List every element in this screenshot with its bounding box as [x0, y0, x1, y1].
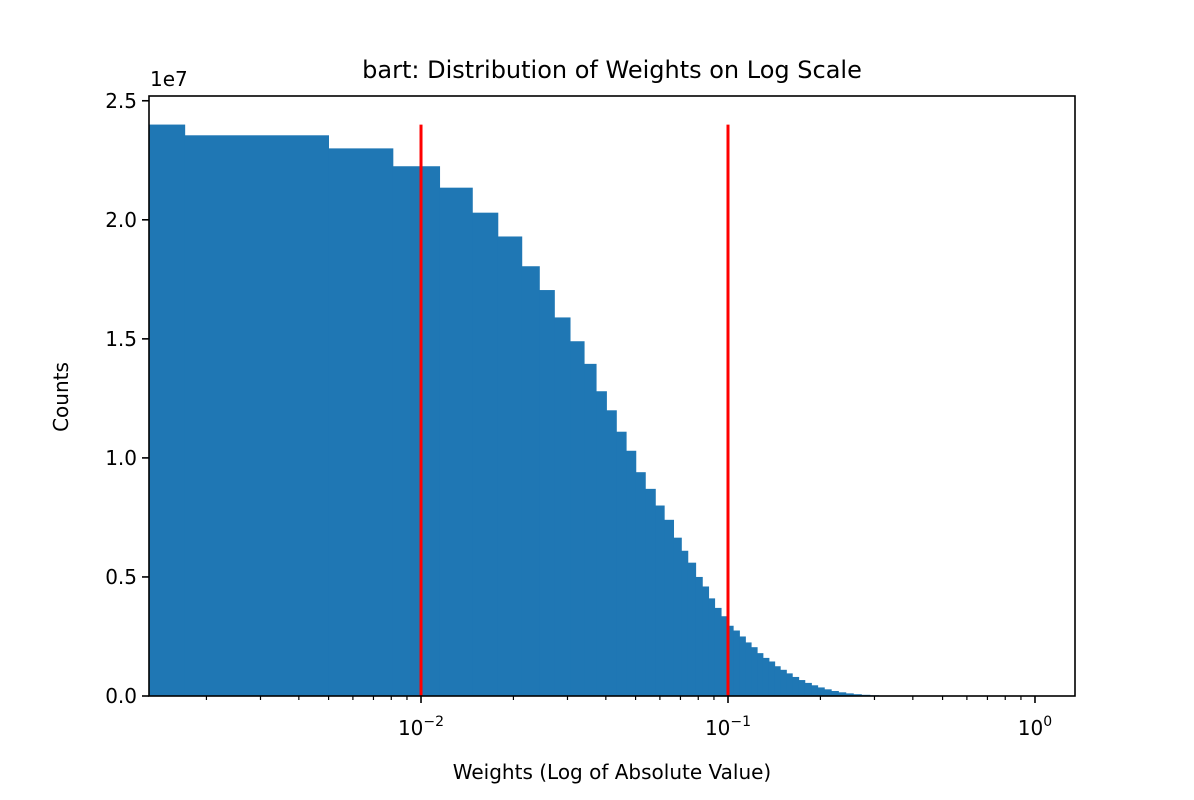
chart-title: bart: Distribution of Weights on Log Sca…: [362, 56, 862, 84]
histogram-bar: [636, 472, 646, 696]
histogram-bar: [329, 148, 394, 696]
histogram-bar: [805, 683, 812, 696]
histogram-bar: [709, 598, 715, 696]
histogram-bar: [607, 410, 617, 696]
histogram-bar: [522, 266, 540, 696]
histogram-bar: [149, 125, 185, 696]
histogram-bar: [818, 687, 825, 696]
histogram-bar: [655, 506, 664, 696]
histogram-bar: [824, 689, 831, 696]
y-tick-label: 0.0: [105, 684, 137, 708]
histogram-bar: [626, 451, 636, 696]
histogram-bar: [681, 551, 688, 696]
histogram-bar: [616, 432, 626, 696]
y-axis-offset-label: 1e7: [150, 67, 188, 91]
histogram-bar: [751, 647, 757, 696]
histogram-bar: [664, 520, 674, 696]
x-axis-label: Weights (Log of Absolute Value): [453, 760, 771, 784]
histogram-bar: [769, 661, 775, 696]
histogram-bar: [674, 538, 682, 696]
y-tick-label: 1.5: [105, 327, 137, 351]
histogram-bar: [584, 364, 596, 696]
histogram-bar: [688, 563, 696, 696]
y-axis-label: Counts: [49, 362, 73, 432]
histogram-bar: [645, 489, 655, 696]
histogram-bar: [498, 236, 522, 696]
histogram-bar: [757, 653, 763, 696]
histogram-bar: [786, 673, 792, 696]
histogram-bar: [554, 317, 570, 696]
histogram-bar: [185, 135, 329, 696]
histogram-bar: [733, 631, 740, 696]
histogram-bar: [472, 213, 498, 696]
histogram-bar: [440, 188, 473, 696]
histogram-bar: [702, 586, 709, 696]
histogram-bar: [775, 666, 781, 696]
y-tick-label: 1.0: [105, 446, 137, 470]
histogram-bar: [811, 685, 818, 696]
histogram-bar: [393, 166, 440, 696]
histogram-bar: [799, 680, 806, 696]
histogram-bar: [570, 341, 584, 696]
histogram-bar: [763, 658, 769, 696]
y-tick-label: 2.5: [105, 89, 137, 113]
histogram-bar: [745, 642, 751, 696]
histogram-bar: [539, 290, 554, 696]
histogram-bar: [715, 608, 722, 696]
histogram-bar: [739, 636, 745, 696]
histogram-bar: [696, 577, 703, 696]
y-tick-label: 2.0: [105, 208, 137, 232]
histogram-bar: [596, 391, 607, 696]
y-tick-label: 0.5: [105, 565, 137, 589]
histogram-bar: [780, 670, 787, 696]
histogram-bar: [792, 677, 799, 696]
